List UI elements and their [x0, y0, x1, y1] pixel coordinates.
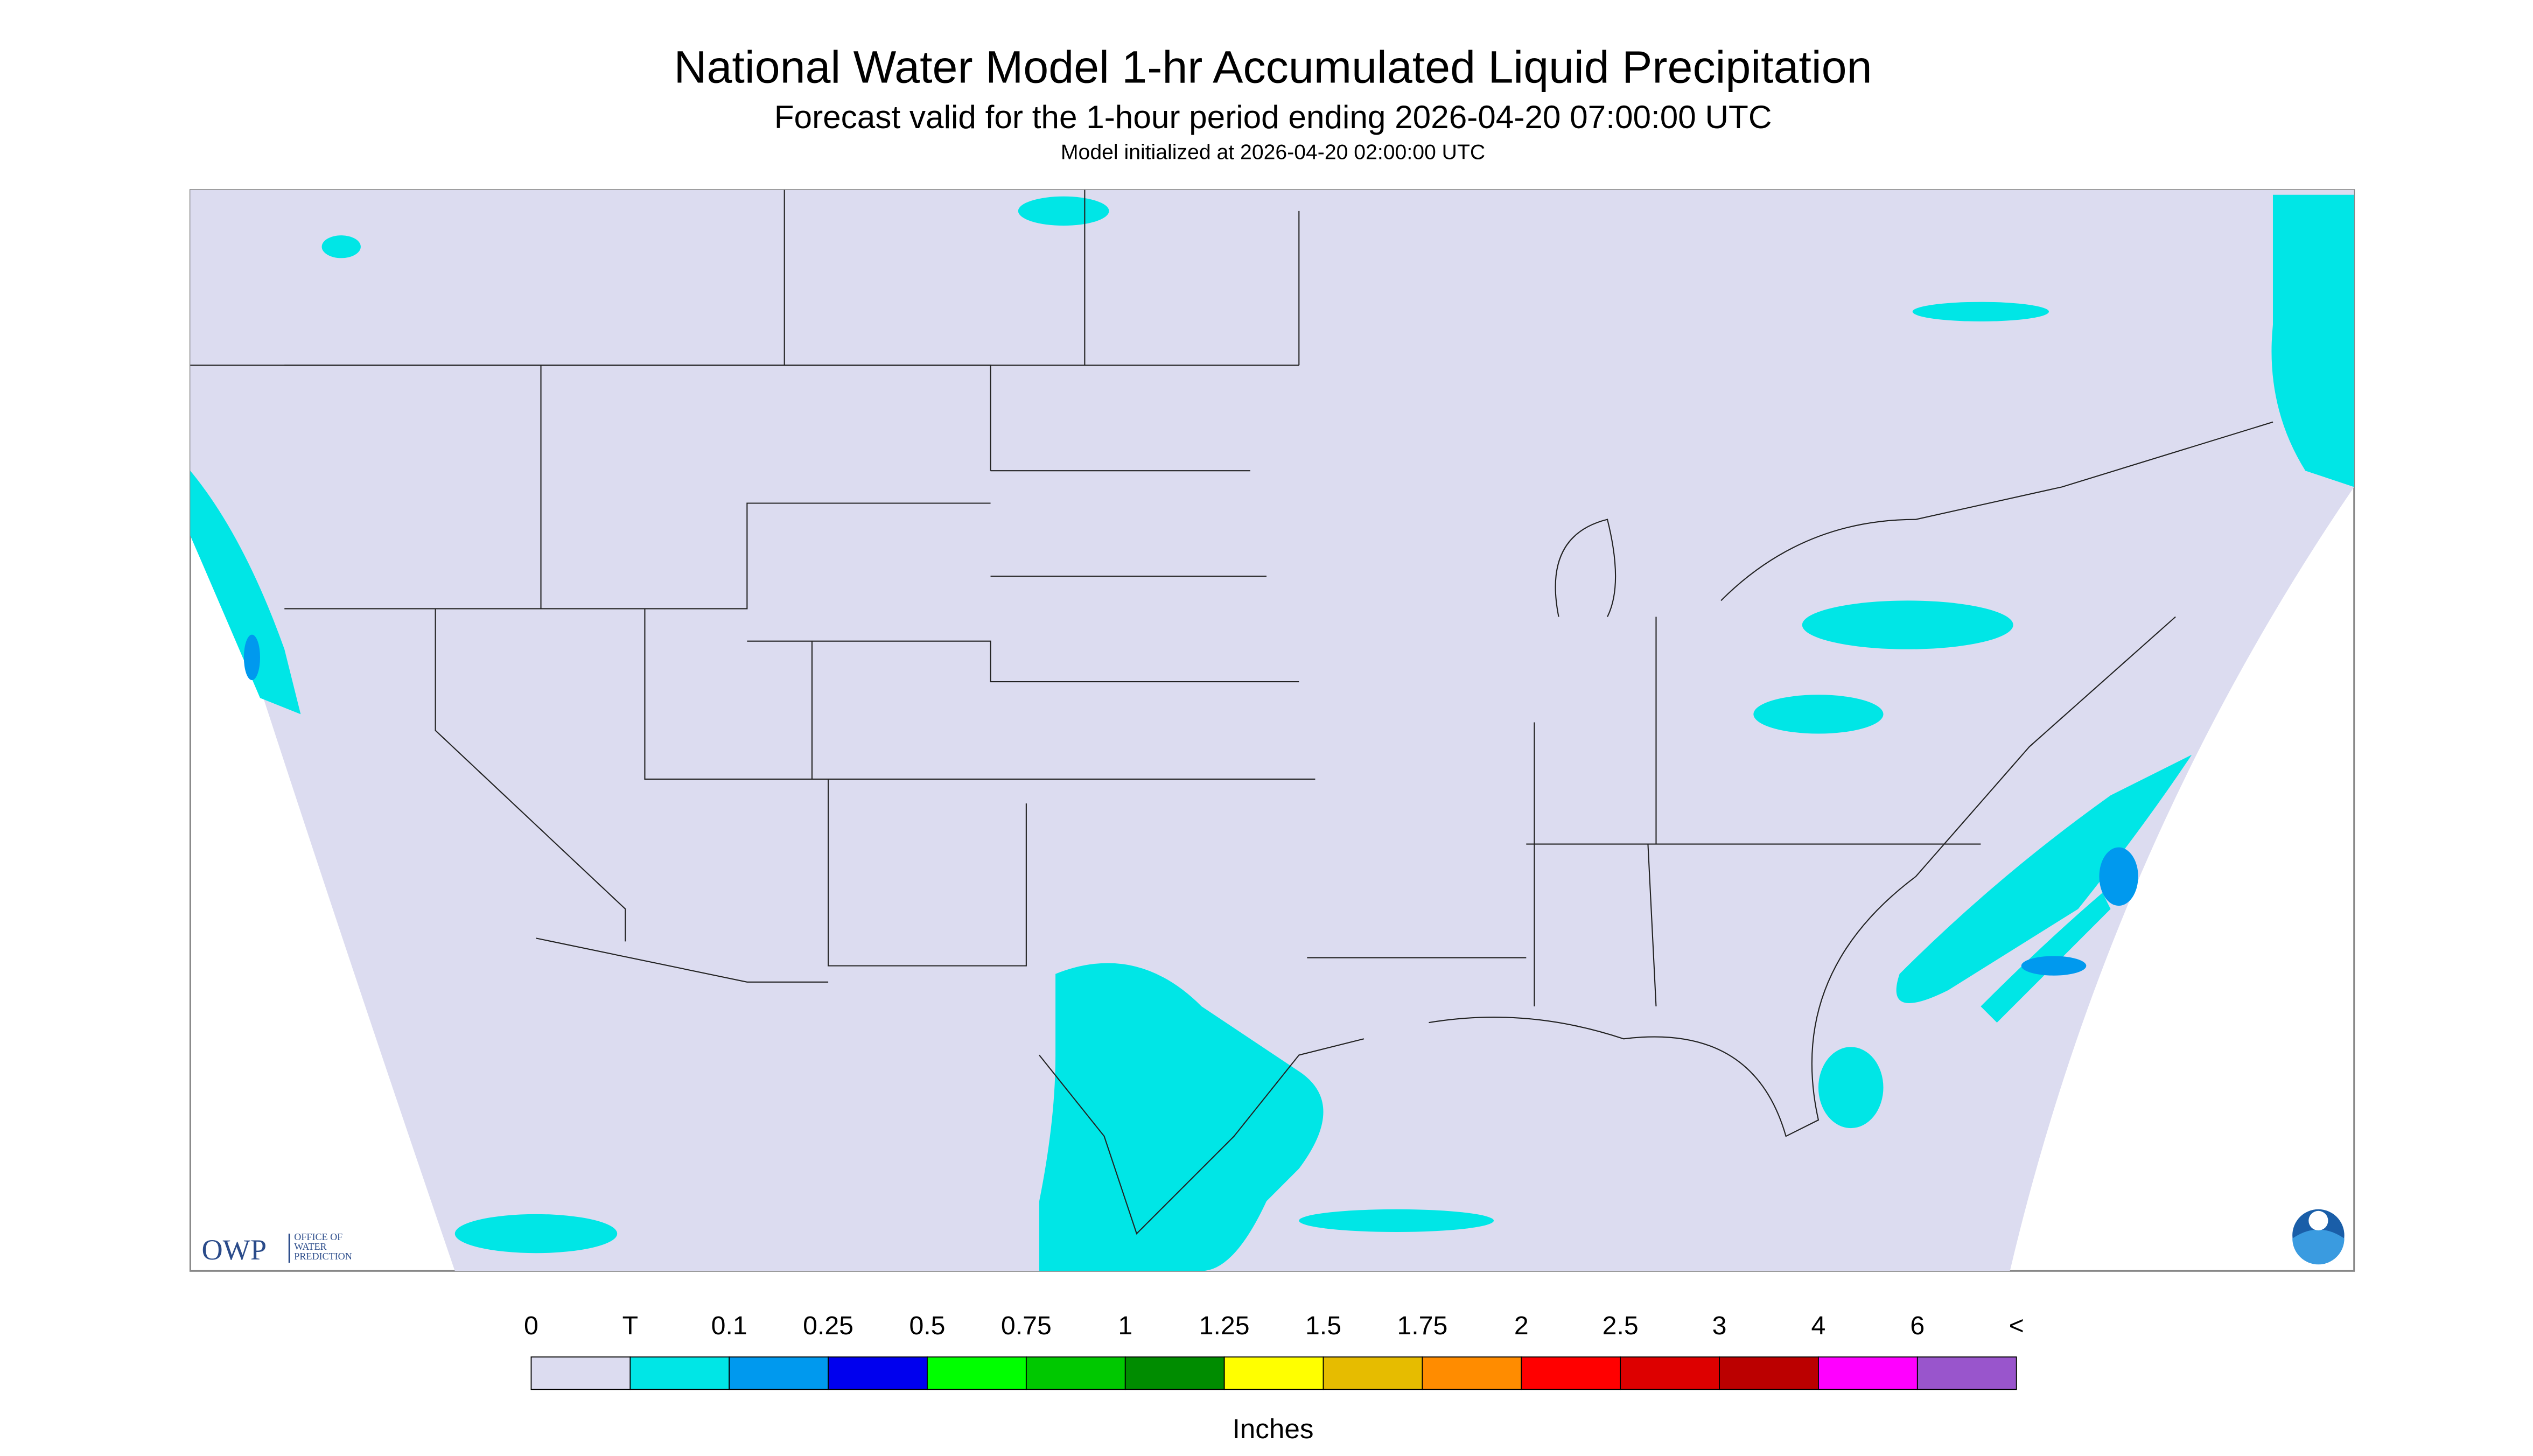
- model-domain: [190, 190, 2354, 1271]
- legend-swatch: [1719, 1356, 1819, 1390]
- legend-swatch: [1422, 1356, 1522, 1390]
- legend-label: 1: [1118, 1311, 1132, 1340]
- legend-swatch: [1916, 1356, 2017, 1390]
- title: National Water Model 1-hr Accumulated Li…: [674, 42, 1872, 93]
- legend-unit: Inches: [1233, 1413, 1314, 1444]
- legend-swatch: [1223, 1356, 1324, 1390]
- boundaries: [190, 190, 2273, 1235]
- legend-label: 0.1: [711, 1311, 747, 1340]
- legend-label: 2.5: [1603, 1311, 1639, 1340]
- legend-label: 3: [1712, 1311, 1727, 1340]
- noaa-logo: [2292, 1209, 2345, 1265]
- logo-line: PREDICTION: [294, 1251, 352, 1262]
- legend-swatch: [1124, 1356, 1225, 1390]
- legend-swatch: [1620, 1356, 1720, 1390]
- legend-label: 4: [1811, 1311, 1826, 1340]
- logo-line: OFFICE OF: [294, 1231, 342, 1242]
- init-time: Model initialized at 2026-04-20 02:00:00…: [1061, 141, 1485, 164]
- legend-swatch: [729, 1356, 829, 1390]
- legend-swatch: [927, 1356, 1027, 1390]
- subtitle: Forecast valid for the 1-hour period end…: [774, 99, 1772, 135]
- legend-label: 1.5: [1305, 1311, 1341, 1340]
- legend-swatch: [530, 1356, 631, 1390]
- legend-label: 0.5: [909, 1311, 945, 1340]
- owp-logo: OWP OFFICE OF WATER PREDICTION: [201, 1231, 352, 1266]
- legend-label: 2: [1514, 1311, 1529, 1340]
- precip-moderate: [243, 634, 2138, 976]
- legend-label: T: [622, 1311, 638, 1340]
- map: [189, 189, 2355, 1272]
- legend-label: 0.25: [803, 1311, 853, 1340]
- legend: Inches 0 T 0.1 0.25 0.5 0.75 1 1.25 1.5 1.75 2 2.5 3…: [524, 1311, 2024, 1444]
- legend-label: 6: [1910, 1311, 1925, 1340]
- precip-areas: [190, 194, 2354, 1271]
- legend-label: 0: [524, 1311, 538, 1340]
- legend-label: 1.25: [1199, 1311, 1250, 1340]
- legend-swatch: [1025, 1356, 1126, 1390]
- logo-line: WATER: [294, 1241, 327, 1252]
- legend-label: 1.75: [1397, 1311, 1447, 1340]
- logo-text: OWP: [201, 1234, 267, 1266]
- legend-label: 0.75: [1001, 1311, 1052, 1340]
- legend-swatch: [1818, 1356, 1918, 1390]
- legend-swatch: [1323, 1356, 1423, 1390]
- legend-swatch: [828, 1356, 928, 1390]
- legend-swatch: [629, 1356, 730, 1390]
- legend-label: <: [2009, 1311, 2024, 1340]
- legend-swatch: [1521, 1356, 1621, 1390]
